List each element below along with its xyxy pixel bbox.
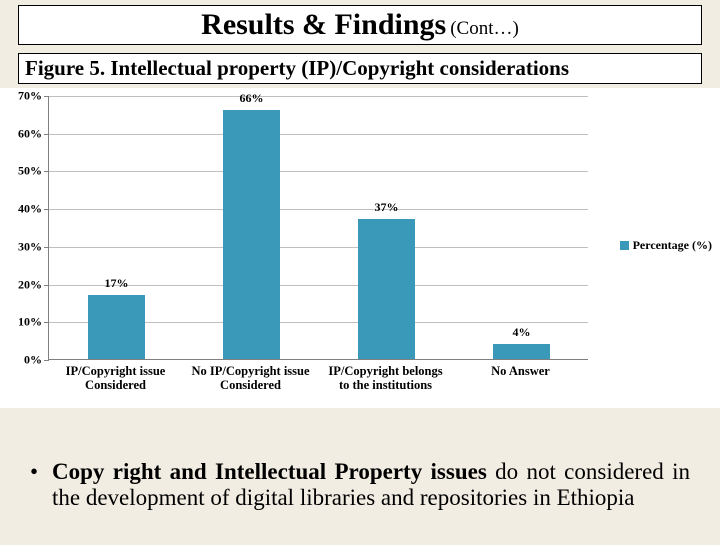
y-tick-mark (44, 360, 49, 361)
y-tick-label: 60% (18, 126, 42, 141)
bar-value-label: 4% (513, 325, 531, 340)
y-tick-label: 0% (24, 353, 42, 368)
y-tick-mark (44, 322, 49, 323)
chart: 0% 10% 20% 30% 40% 50% 60% 70% 17% 66% 37% 4% IP/C… (0, 88, 720, 408)
bar-value-label: 17% (105, 276, 129, 291)
y-tick-label: 40% (18, 202, 42, 217)
y-tick-mark (44, 247, 49, 248)
y-tick-label: 20% (18, 277, 42, 292)
y-tick-label: 70% (18, 89, 42, 104)
gridline (49, 209, 588, 210)
gridline (49, 285, 588, 286)
page-title: Results & Findings (201, 8, 446, 41)
bullet-text: Copy right and Intellectual Property iss… (52, 459, 690, 511)
y-axis: 0% 10% 20% 30% 40% 50% 60% 70% (0, 88, 48, 368)
category-label: No Answer (491, 364, 550, 378)
y-tick-label: 30% (18, 239, 42, 254)
category-labels: IP/Copyright issueConsidered No IP/Copyri… (48, 364, 588, 402)
gridline (49, 96, 588, 97)
gridline (49, 247, 588, 248)
gridline (49, 171, 588, 172)
bar (88, 295, 145, 359)
y-tick-mark (44, 209, 49, 210)
bar (223, 110, 280, 359)
category-label: IP/Copyright issueConsidered (66, 364, 166, 393)
bar (493, 344, 550, 359)
category-label: IP/Copyright belongsto the institutions (328, 364, 442, 393)
y-tick-mark (44, 171, 49, 172)
title-band: Results & Findings (Cont…) (18, 5, 702, 45)
page-title-cont: (Cont…) (450, 18, 519, 39)
y-tick-mark (44, 96, 49, 97)
bullet-marker: • (30, 459, 52, 511)
y-tick-mark (44, 285, 49, 286)
bar-value-label: 66% (240, 91, 264, 106)
bar (358, 219, 415, 359)
legend: Percentage (%) (620, 238, 712, 253)
y-tick-label: 10% (18, 315, 42, 330)
gridline (49, 134, 588, 135)
figure-caption: Figure 5. Intellectual property (IP)/Cop… (25, 56, 569, 80)
category-label: No IP/Copyright issueConsidered (191, 364, 309, 393)
y-tick-mark (44, 134, 49, 135)
legend-label: Percentage (%) (633, 238, 712, 253)
plot-area: 17%66%37%4% (48, 96, 588, 360)
bar-value-label: 37% (375, 200, 399, 215)
slide: Results & Findings (Cont…) Figure 5. Int… (0, 5, 720, 545)
legend-swatch (620, 241, 629, 250)
figure-caption-band: Figure 5. Intellectual property (IP)/Cop… (18, 53, 702, 84)
bullet-block: • Copy right and Intellectual Property i… (0, 451, 720, 511)
y-tick-label: 50% (18, 164, 42, 179)
